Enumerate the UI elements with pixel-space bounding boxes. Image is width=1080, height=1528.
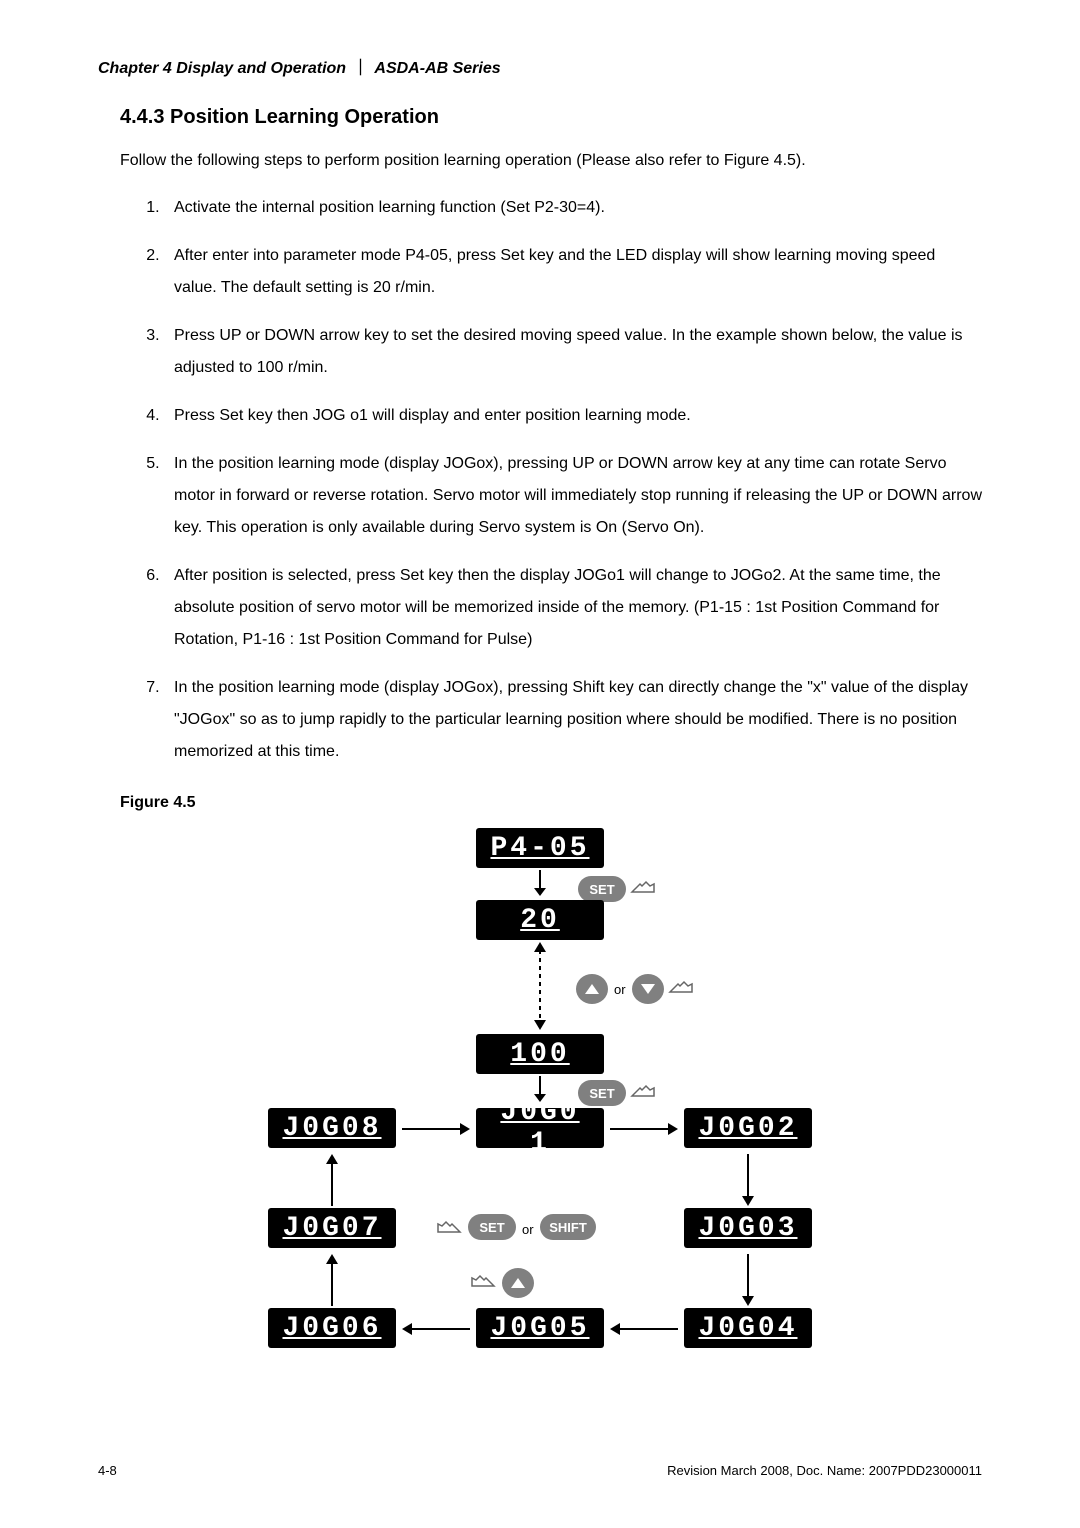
press-icon	[470, 1272, 496, 1290]
arrow-left-icon	[610, 1322, 678, 1336]
section-title: 4.4.3 Position Learning Operation	[120, 106, 982, 129]
lcd-jog08: J0G08	[268, 1108, 396, 1148]
lcd-jog03: J0G03	[684, 1208, 812, 1248]
step-item: Press UP or DOWN arrow key to set the de…	[164, 320, 982, 384]
intro-text: Follow the following steps to perform po…	[120, 147, 982, 174]
arrow-up-icon	[325, 1254, 339, 1306]
set-button: SET	[578, 876, 626, 902]
arrow-down-icon	[741, 1254, 755, 1306]
arrow-left-icon	[402, 1322, 470, 1336]
press-icon	[630, 878, 656, 896]
step-item: In the position learning mode (display J…	[164, 672, 982, 768]
figure-diagram: P4-05 SET 20 or 100 SET J0G08 J0G0 1 J	[220, 828, 860, 1438]
lcd-jog02: J0G02	[684, 1108, 812, 1148]
step-item: In the position learning mode (display J…	[164, 448, 982, 544]
revision-text: Revision March 2008, Doc. Name: 2007PDD2…	[667, 1463, 982, 1478]
lcd-jog07: J0G07	[268, 1208, 396, 1248]
lcd-jog06: J0G06	[268, 1308, 396, 1348]
lcd-jog05: J0G05	[476, 1308, 604, 1348]
arrow-down-icon	[741, 1154, 755, 1206]
lcd-20: 20	[476, 900, 604, 940]
set-button: SET	[468, 1214, 516, 1240]
page-header: Chapter 4 Display and Operation ｜ ASDA-A…	[98, 54, 982, 78]
step-item: Press Set key then JOG o1 will display a…	[164, 400, 982, 432]
series-label: ASDA-AB Series	[374, 60, 500, 77]
figure-label: Figure 4.5	[120, 794, 982, 812]
up-button	[576, 974, 608, 1004]
press-icon	[668, 978, 694, 996]
page-number: 4-8	[98, 1463, 117, 1478]
arrow-up-icon	[325, 1154, 339, 1206]
down-button	[632, 974, 664, 1004]
page-footer: 4-8 Revision March 2008, Doc. Name: 2007…	[98, 1463, 982, 1478]
up-button	[502, 1268, 534, 1298]
or-label: or	[522, 1222, 534, 1237]
or-label: or	[614, 982, 626, 997]
header-separator: ｜	[353, 60, 369, 77]
lcd-p4-05: P4-05	[476, 828, 604, 868]
press-icon	[630, 1082, 656, 1100]
arrow-down-icon	[533, 870, 547, 896]
steps-list: Activate the internal position learning …	[136, 192, 982, 768]
arrow-right-icon	[402, 1122, 470, 1136]
step-item: After position is selected, press Set ke…	[164, 560, 982, 656]
arrow-right-icon	[610, 1122, 678, 1136]
step-item: After enter into parameter mode P4-05, p…	[164, 240, 982, 304]
lcd-100: 100	[476, 1034, 604, 1074]
lcd-jog04: J0G04	[684, 1308, 812, 1348]
shift-button: SHIFT	[540, 1214, 596, 1240]
arrow-down-icon	[533, 1020, 547, 1030]
dashed-line-icon	[538, 950, 542, 1022]
press-icon	[436, 1218, 462, 1236]
lcd-jog01: J0G0 1	[476, 1108, 604, 1148]
chapter-label: Chapter 4 Display and Operation	[98, 60, 346, 77]
step-item: Activate the internal position learning …	[164, 192, 982, 224]
